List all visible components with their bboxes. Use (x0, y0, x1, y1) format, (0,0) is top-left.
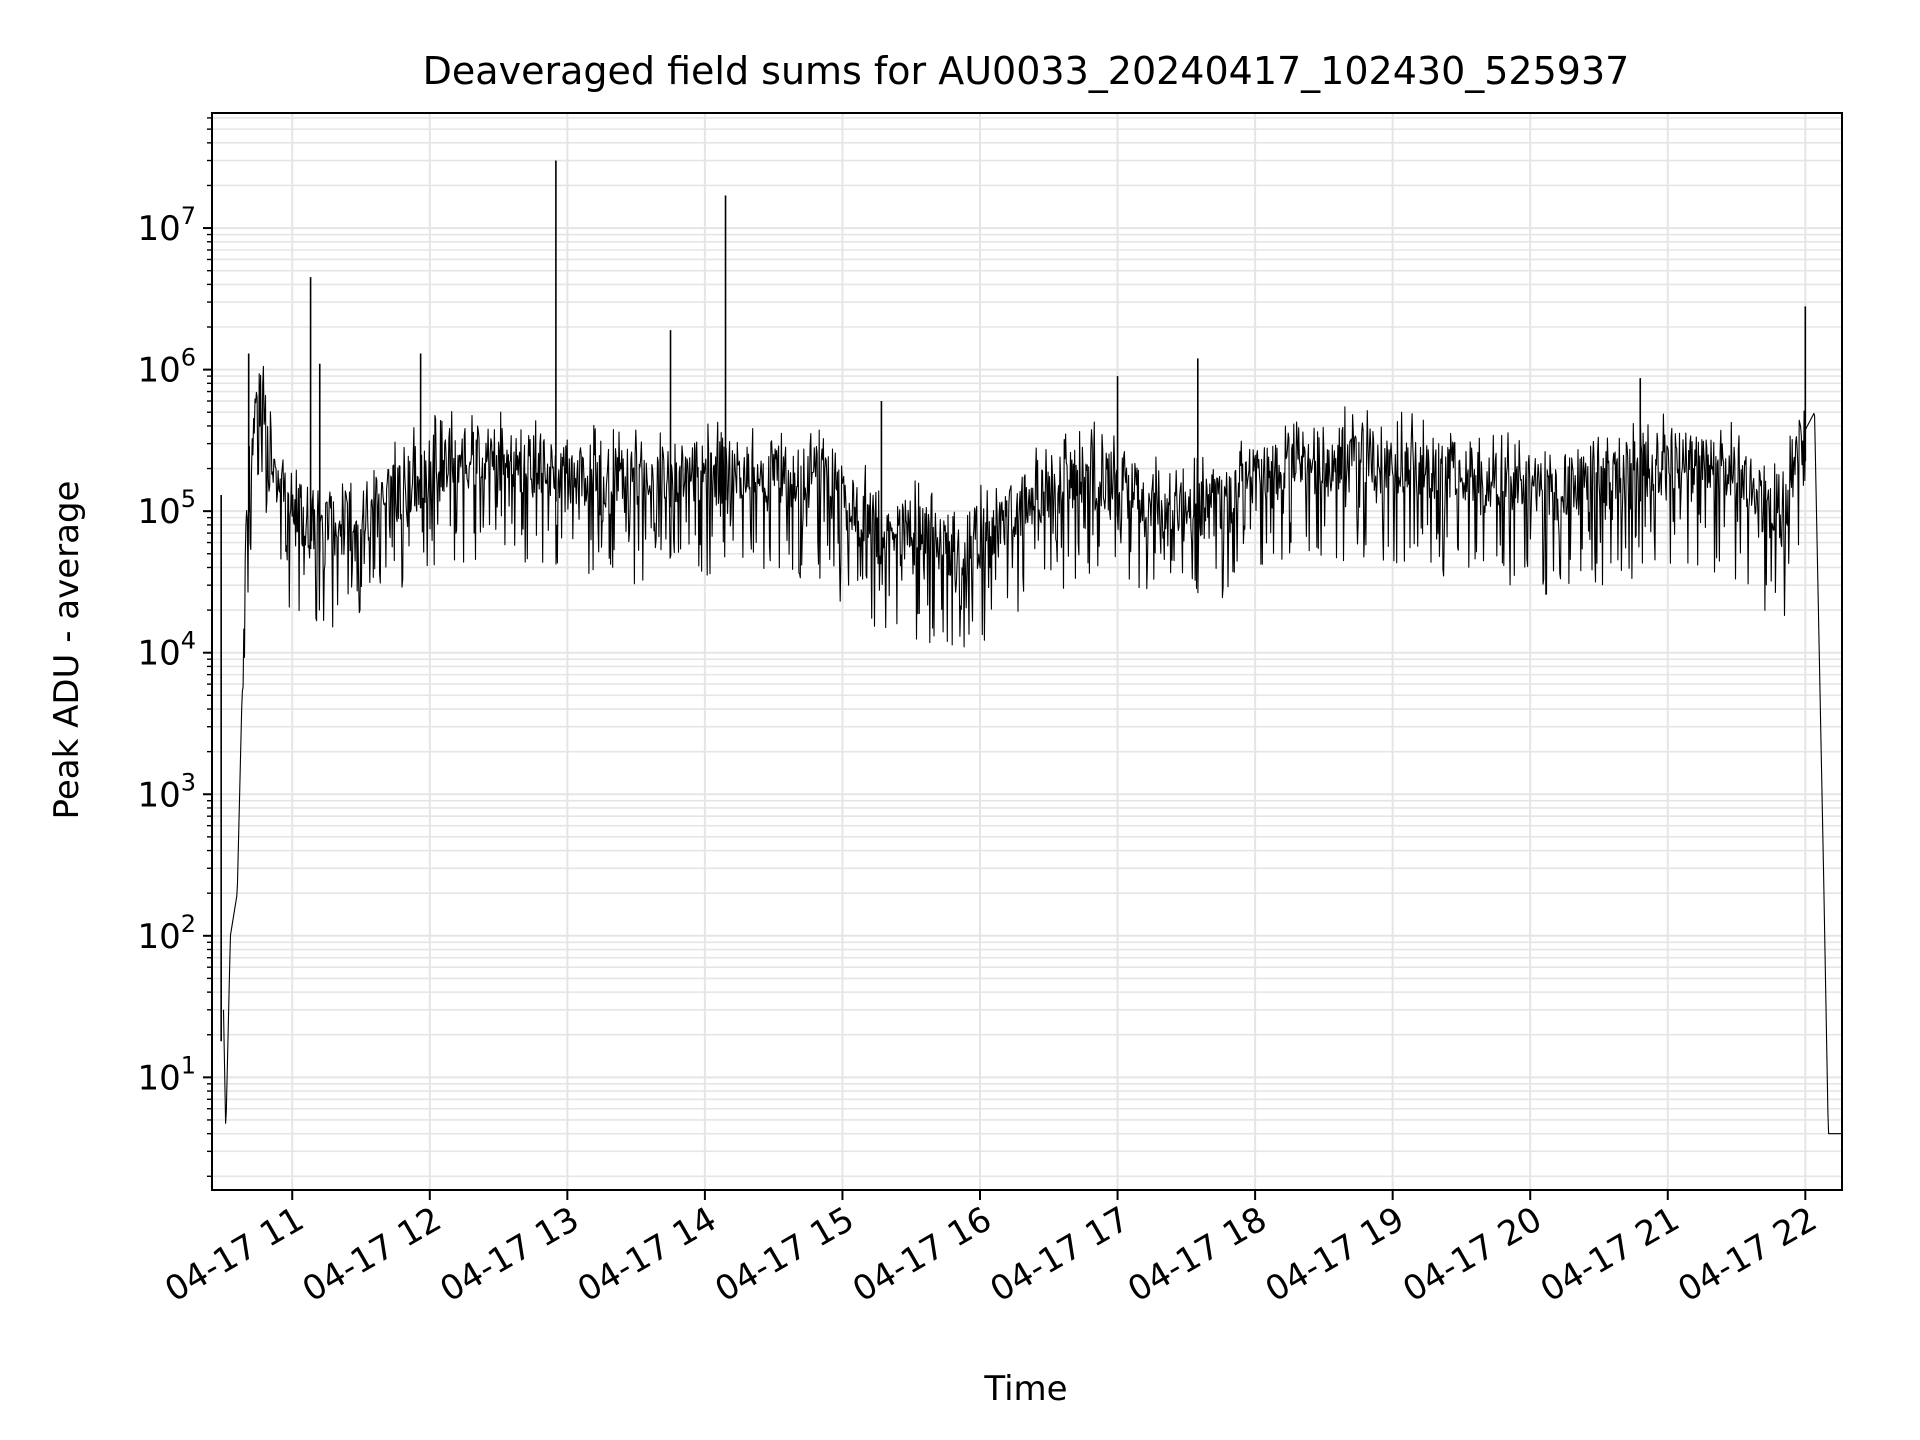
y-axis-label: Peak ADU - average (47, 481, 87, 820)
y-tick-label: 101 (137, 1051, 196, 1098)
series-line (220, 160, 1842, 1135)
y-tick-label: 106 (137, 344, 196, 391)
series-trace (222, 365, 1842, 1135)
x-axis-label: Time (983, 1369, 1067, 1409)
y-tick-label: 103 (137, 768, 196, 815)
y-tick-label: 104 (137, 627, 196, 674)
y-tick-label: 102 (137, 910, 196, 957)
y-tick-label: 105 (137, 485, 196, 532)
y-axis: 101 102 103 104 105 106 107 (137, 117, 212, 1177)
plot-frame (211, 112, 1843, 1191)
grid (212, 113, 1842, 1190)
y-tick-label: 107 (137, 202, 196, 249)
chart-title: Deaveraged field sums for AU0033_2024041… (423, 49, 1630, 93)
